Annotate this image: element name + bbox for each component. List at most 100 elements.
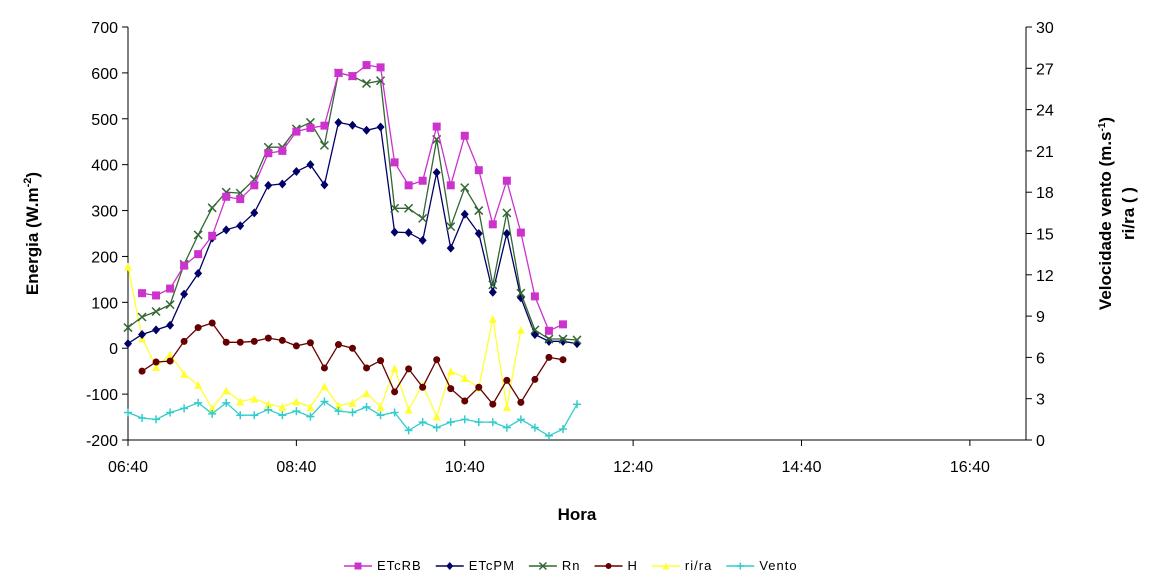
data-point xyxy=(517,398,525,406)
x-axis-title: Hora xyxy=(558,505,597,524)
data-point xyxy=(264,405,273,414)
data-point xyxy=(418,418,427,427)
data-point xyxy=(544,431,553,440)
data-point xyxy=(180,337,188,345)
right-tick-label: 24 xyxy=(1036,103,1054,120)
data-point xyxy=(166,350,175,359)
data-point xyxy=(264,400,273,409)
data-point xyxy=(180,289,189,299)
data-point xyxy=(605,563,612,569)
data-point xyxy=(124,262,132,271)
left-tick-label: 300 xyxy=(91,204,118,221)
data-point xyxy=(432,412,441,421)
data-point xyxy=(538,561,547,571)
data-point xyxy=(320,364,328,372)
legend-item-h: H xyxy=(594,558,637,573)
data-point xyxy=(530,325,540,335)
data-point xyxy=(376,122,385,132)
data-point xyxy=(306,123,315,132)
data-point xyxy=(320,121,329,130)
data-point xyxy=(250,411,259,420)
data-point xyxy=(488,314,497,323)
data-point xyxy=(558,424,567,433)
data-point xyxy=(236,195,245,204)
data-point xyxy=(376,411,385,420)
data-point xyxy=(222,386,231,395)
data-point xyxy=(503,376,511,384)
data-point xyxy=(278,402,287,411)
x-tick-label: 06:40 xyxy=(108,459,148,476)
data-point xyxy=(278,411,287,420)
data-point xyxy=(264,334,272,342)
x-tick-label: 12:40 xyxy=(613,459,653,476)
data-point xyxy=(334,341,342,349)
right-axis-title-velocity: Velocidade vento (m.s-1) xyxy=(1096,117,1115,310)
right-tick-label: 30 xyxy=(1036,20,1054,37)
data-point xyxy=(137,312,147,322)
data-point xyxy=(138,289,147,298)
data-point xyxy=(194,398,203,407)
data-point xyxy=(432,167,441,177)
data-point xyxy=(207,203,217,213)
chart-series xyxy=(123,61,582,440)
data-point xyxy=(151,306,161,317)
data-point xyxy=(208,231,217,240)
data-point xyxy=(502,402,511,411)
legend-item-etcpm: ETcPM xyxy=(435,558,514,573)
x-tick-label: 10:40 xyxy=(445,459,485,476)
data-point xyxy=(166,357,174,365)
legend-label: Vento xyxy=(759,558,797,573)
data-point xyxy=(152,291,161,300)
right-tick-label: 3 xyxy=(1036,392,1045,409)
data-point xyxy=(502,176,511,185)
data-point xyxy=(138,367,146,375)
left-tick-label: -100 xyxy=(86,387,118,404)
data-point xyxy=(460,374,469,383)
data-point xyxy=(474,229,483,238)
data-point xyxy=(292,167,301,177)
x-tick-label: 16:40 xyxy=(950,459,990,476)
data-point xyxy=(446,181,455,190)
data-point xyxy=(446,367,455,376)
data-point xyxy=(432,423,441,432)
data-point xyxy=(573,400,581,409)
data-point xyxy=(376,402,385,411)
data-point xyxy=(502,229,511,238)
data-point xyxy=(152,415,161,424)
data-point xyxy=(404,181,413,190)
data-point xyxy=(194,380,203,389)
data-point xyxy=(208,404,217,413)
data-point xyxy=(166,320,175,330)
left-axis-title: Energia (W.m-2) xyxy=(22,172,42,295)
data-point xyxy=(475,383,483,391)
left-tick-label: 200 xyxy=(91,249,118,266)
data-point xyxy=(208,319,216,327)
data-point xyxy=(320,397,329,406)
legend-item-vento: Vento xyxy=(726,558,797,573)
data-point xyxy=(264,180,273,190)
data-point xyxy=(362,61,371,70)
left-tick-label: 0 xyxy=(109,341,118,358)
data-point xyxy=(418,235,427,245)
data-point xyxy=(363,364,371,372)
data-point xyxy=(404,228,413,238)
legend-label: Rn xyxy=(562,558,581,573)
series-rn xyxy=(123,68,582,345)
series-h xyxy=(138,319,567,408)
legend-item-ri-ra: ri/ra xyxy=(651,558,711,573)
data-point xyxy=(362,78,372,88)
data-point xyxy=(180,369,189,378)
legend-label: ETcRB xyxy=(377,558,422,573)
data-point xyxy=(433,356,441,364)
right-tick-label: 15 xyxy=(1036,227,1054,244)
data-point xyxy=(502,208,512,218)
data-point xyxy=(250,208,259,218)
data-point xyxy=(334,401,343,410)
data-point xyxy=(193,230,203,240)
left-tick-label: 600 xyxy=(91,66,118,83)
data-point xyxy=(460,415,469,424)
data-point xyxy=(138,329,147,339)
data-point xyxy=(348,398,357,407)
